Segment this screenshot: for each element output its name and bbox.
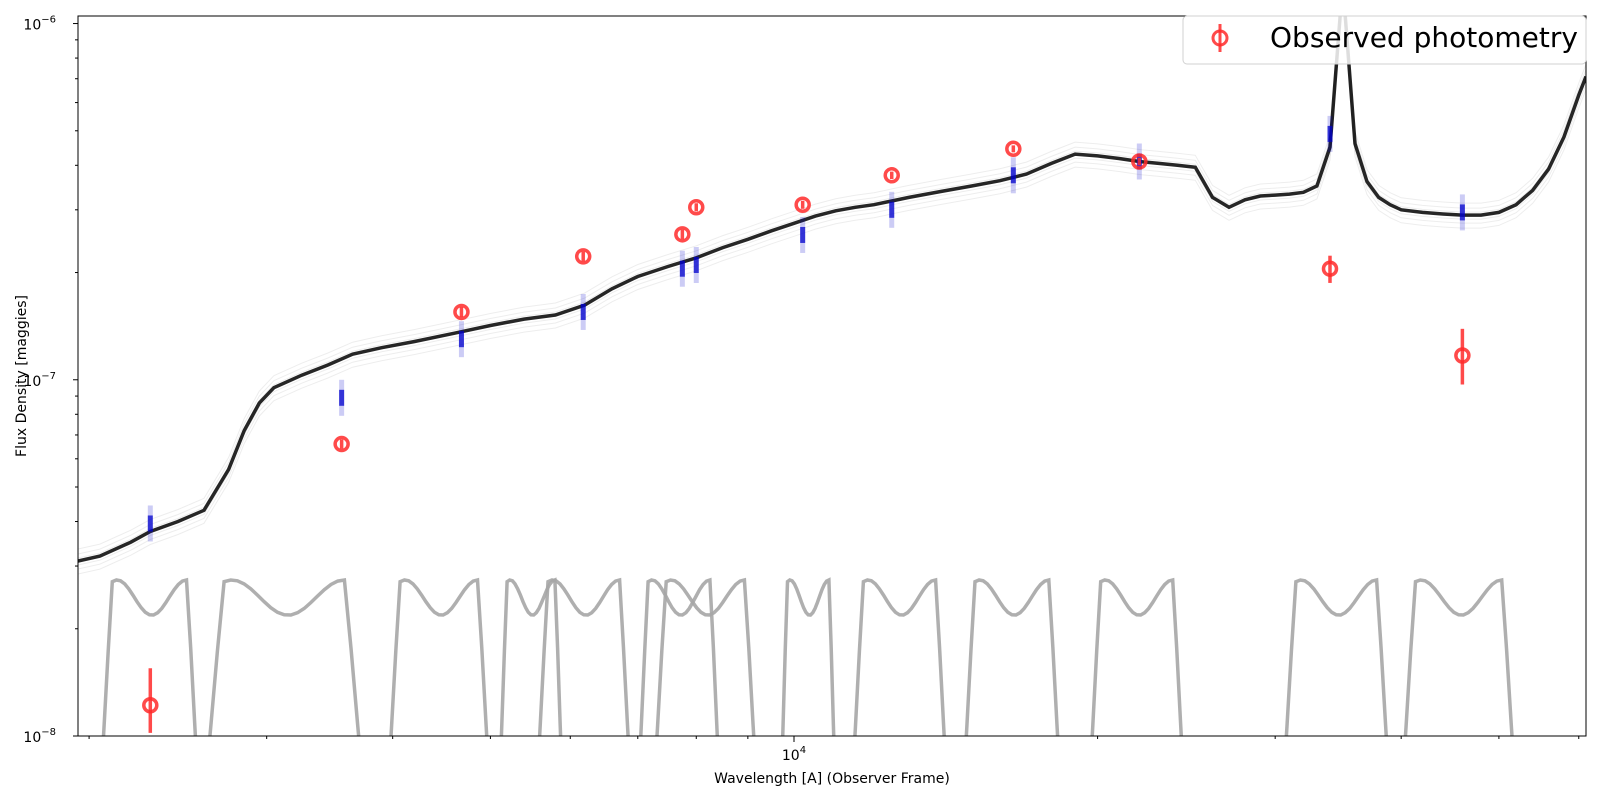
observed-point [333, 435, 350, 453]
filter-transmission-curve [1403, 577, 1514, 736]
filter-transmission-curve [655, 577, 756, 736]
y-tick-label: 10−6 [23, 15, 56, 34]
x-tick-label: 104 [782, 745, 806, 764]
y-tick-label: 10−8 [23, 727, 56, 746]
observed-point [794, 196, 811, 213]
filter-transmission-curve [853, 577, 946, 736]
plot-content [78, 16, 1586, 736]
filter-transmission-curve [1090, 577, 1184, 736]
filter-transmission-curve [639, 577, 720, 736]
observed-point [688, 199, 705, 216]
legend-label: Observed photometry [1270, 21, 1578, 54]
observed-point [674, 226, 691, 243]
x-axis-label: Wavelength [A] (Observer Frame) [714, 771, 950, 787]
model-spectrum-sample [78, 16, 1586, 555]
observed-point [1321, 260, 1339, 277]
filter-transmission-curve [208, 577, 361, 736]
observed-point [574, 248, 592, 265]
observed-point [1005, 140, 1022, 158]
legend-point-marker [1211, 29, 1229, 47]
filter-transmission-curve [537, 577, 630, 736]
observed-point [453, 303, 470, 321]
observed-point [883, 167, 900, 184]
filter-transmission-curve [780, 577, 836, 736]
model-spectrum-median [78, 16, 1586, 563]
observed-point [142, 696, 159, 714]
filter-transmission-curve [389, 577, 489, 736]
model-spectrum-sample [78, 16, 1586, 575]
plot-area [78, 16, 1586, 736]
legend: Observed photometry [1182, 15, 1587, 65]
filter-transmission-curve [964, 577, 1060, 736]
model-spectrum-sample [78, 16, 1586, 550]
filter-transmission-curve [101, 577, 198, 736]
y-axis-label: Flux Density [maggies] [14, 295, 30, 457]
observed-point [1131, 153, 1148, 170]
observed-point [1454, 347, 1471, 364]
filter-transmission-curve [1284, 577, 1388, 736]
filter-transmission-curve [499, 577, 563, 736]
model-spectrum-sample [78, 16, 1586, 559]
legend-box [1182, 15, 1587, 65]
axes-frame [77, 15, 1587, 737]
model-spectrum-sample [78, 16, 1586, 566]
y-tick-label: 10−7 [23, 371, 56, 390]
axis-ticks: 10−6 10−7 10−8 104 [23, 15, 1580, 764]
model-spectrum-sample [78, 16, 1586, 570]
